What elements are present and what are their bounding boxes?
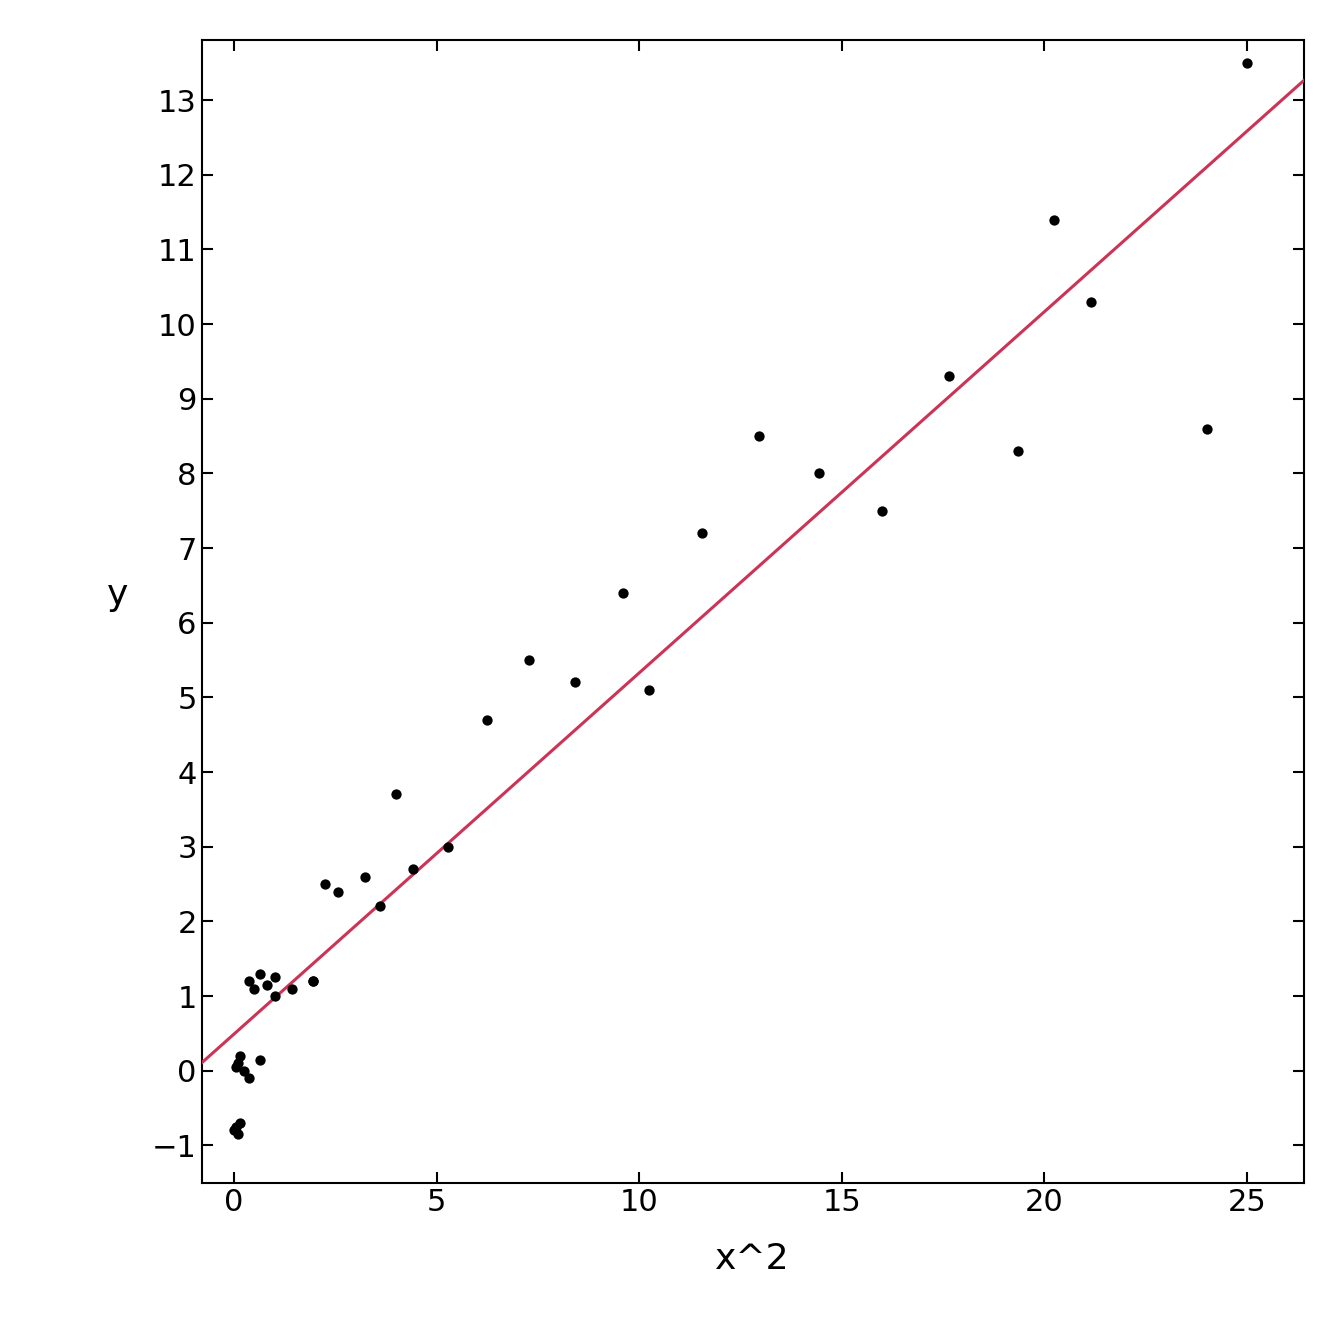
Point	[238, 1067, 259, 1089]
Point	[749, 425, 770, 446]
Point	[1008, 441, 1030, 462]
Point	[638, 679, 660, 700]
Point	[386, 784, 407, 805]
Point	[1044, 208, 1066, 230]
Point	[355, 866, 376, 887]
Point	[370, 895, 391, 917]
Point	[477, 710, 499, 731]
Point	[808, 462, 829, 484]
Point	[314, 874, 336, 895]
Point	[302, 970, 324, 992]
Point	[564, 672, 586, 694]
Point	[249, 1048, 270, 1070]
Y-axis label: y: y	[106, 578, 128, 612]
Point	[282, 978, 304, 1000]
Point	[263, 985, 285, 1007]
Point	[1196, 418, 1218, 439]
Point	[243, 978, 265, 1000]
Point	[234, 1060, 255, 1082]
Point	[227, 1124, 249, 1145]
Point	[302, 970, 324, 992]
Point	[227, 1052, 249, 1074]
Point	[613, 582, 634, 603]
Point	[438, 836, 460, 857]
X-axis label: x^2: x^2	[715, 1242, 790, 1275]
Point	[871, 500, 892, 521]
Point	[230, 1046, 251, 1067]
Point	[224, 1056, 246, 1078]
Point	[249, 962, 270, 984]
Point	[238, 970, 259, 992]
Point	[223, 1120, 245, 1141]
Point	[692, 523, 714, 544]
Point	[938, 366, 960, 387]
Point	[519, 649, 540, 671]
Point	[1236, 52, 1258, 74]
Point	[263, 966, 285, 988]
Point	[327, 880, 348, 902]
Point	[224, 1116, 246, 1137]
Point	[402, 859, 423, 880]
Point	[1081, 290, 1102, 312]
Point	[257, 974, 278, 996]
Point	[230, 1113, 251, 1134]
